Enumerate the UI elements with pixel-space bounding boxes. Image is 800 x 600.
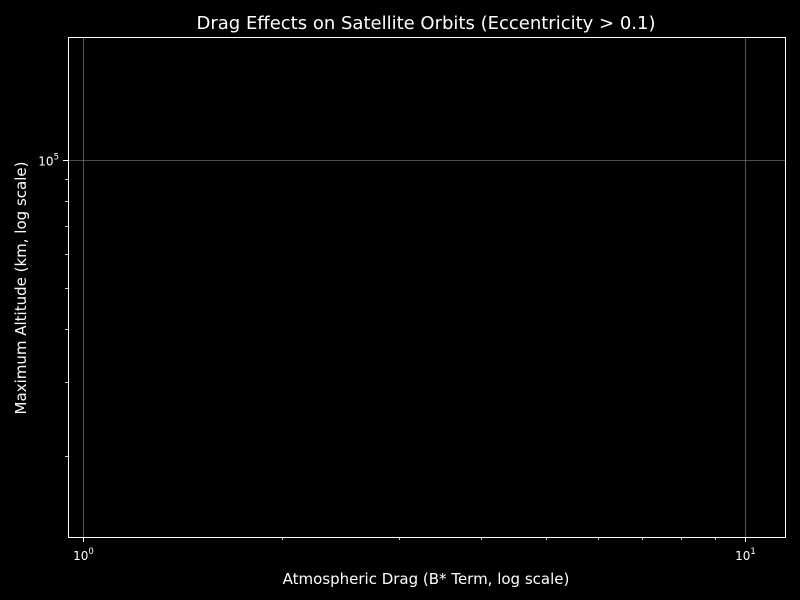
- y-axis-label: Maximum Altitude (km, log scale): [12, 162, 30, 415]
- tick-labels: 100 101 105: [38, 153, 756, 564]
- chart-title: Drag Effects on Satellite Orbits (Eccent…: [197, 13, 656, 34]
- x-tick-label: 101: [735, 547, 756, 563]
- plot-area-frame: [68, 37, 786, 538]
- x-tick-label: 100: [73, 547, 94, 563]
- grid-lines: [68, 37, 785, 537]
- x-axis-label: Atmospheric Drag (B* Term, log scale): [283, 570, 570, 588]
- axis-ticks: [63, 160, 746, 542]
- y-tick-label: 105: [38, 153, 59, 169]
